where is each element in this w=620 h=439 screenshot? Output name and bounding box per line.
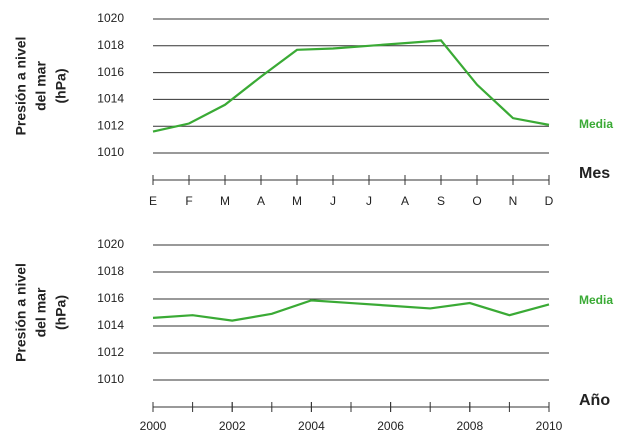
x-tick-label: A [257,194,265,208]
y-tick-label: 1016 [97,65,124,79]
x-axis-label: Año [579,392,610,409]
x-tick-label: M [292,194,302,208]
line-series [152,299,550,322]
y-tick-label: 1020 [97,11,124,25]
y-tick-label: 1012 [97,118,124,132]
y-tick-label: 1014 [97,92,124,106]
line-series [152,39,550,133]
x-tick-label: M [220,194,230,208]
x-tick-label: 2008 [456,419,483,433]
x-tick-label: O [472,194,481,208]
x-tick-label: 2002 [219,419,246,433]
x-tick-label: 2010 [536,419,563,433]
x-tick-label: E [149,194,157,208]
y-tick-label: 1016 [97,291,124,305]
y-tick-label: 1018 [97,264,124,278]
x-tick-label: 2006 [377,419,404,433]
y-axis-label: (hPa) [53,295,69,330]
y-tick-label: 1020 [97,237,124,251]
y-axis-label: del mar [33,287,49,337]
x-tick-label: 2004 [298,419,325,433]
y-tick-label: 1010 [97,145,124,159]
x-tick-label: J [330,194,336,208]
y-axis-label: Presión a nivel [13,37,29,136]
y-axis-label: del mar [33,61,49,111]
x-tick-label: F [185,194,192,208]
y-axis-label: (hPa) [53,69,69,104]
series-label: Media [579,117,613,131]
x-tick-label: S [437,194,445,208]
y-tick-label: 1010 [97,372,124,386]
y-tick-label: 1018 [97,38,124,52]
y-tick-label: 1012 [97,345,124,359]
x-axis-label: Mes [579,165,610,182]
series-label: Media [579,293,613,307]
y-tick-label: 1014 [97,318,124,332]
x-tick-label: 2000 [140,419,167,433]
y-axis-label: Presión a nivel [13,263,29,362]
x-tick-label: D [545,194,554,208]
x-tick-label: J [366,194,372,208]
x-tick-label: N [509,194,518,208]
x-tick-label: A [401,194,409,208]
